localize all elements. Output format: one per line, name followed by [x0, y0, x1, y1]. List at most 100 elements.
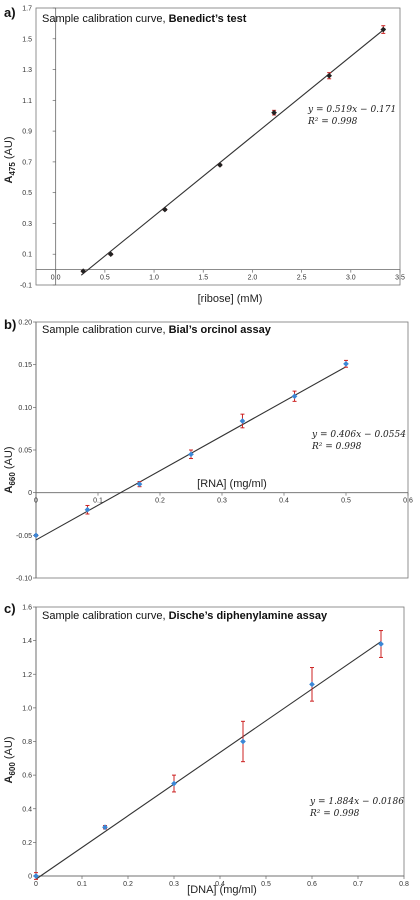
y-tick-label: 1.4 — [22, 638, 32, 645]
x-tick-label: 2.0 — [248, 275, 258, 282]
data-marker — [162, 206, 168, 213]
y-tick-label: 0.3 — [22, 221, 32, 228]
y-tick-label: 1.2 — [22, 672, 32, 679]
r-squared: R² = 0.998 — [307, 117, 358, 127]
y-tick-label: 1.1 — [22, 98, 32, 105]
data-point — [271, 109, 277, 116]
data-marker — [240, 738, 246, 745]
x-axis-label: [ribose] (mM) — [198, 293, 263, 305]
x-tick-label: 1.0 — [149, 275, 159, 282]
data-marker — [33, 532, 39, 539]
y-tick-label: 1.0 — [22, 705, 32, 712]
y-axis-label: A600 (AU) — [3, 737, 17, 784]
x-tick-label: 0.3 — [217, 498, 227, 505]
y-tick-label: 1.5 — [22, 36, 32, 43]
data-marker — [217, 162, 223, 168]
data-marker — [84, 506, 91, 513]
y-label-unit: (AU) — [3, 137, 15, 163]
chart-panel-3: 0 0.1 0.2 0.3 0.4 0.5 0.6 0.7 0.8 0 0.2 0.4 0.6 0.8 1.… — [3, 601, 409, 896]
data-marker — [80, 268, 87, 274]
y-label-sub: 475 — [8, 162, 17, 176]
title-bold: Bial’s orcinol assay — [169, 324, 272, 336]
title-prefix: Sample calibration curve, — [42, 13, 169, 25]
x-tick-label: 0.3 — [169, 881, 179, 888]
title-bold: Benedict’s test — [169, 13, 247, 25]
y-tick-label: -0.1 — [20, 283, 32, 290]
panel-label: a) — [4, 5, 16, 20]
y-tick-label: 0.10 — [18, 405, 32, 412]
data-point — [84, 504, 91, 515]
y-tick-label: 0.7 — [22, 159, 32, 166]
r-squared: R² = 0.998 — [309, 809, 360, 819]
plot-frame — [35, 7, 401, 286]
data-point — [80, 268, 87, 274]
data-marker — [309, 681, 315, 688]
fit-equation: y = 0.519x − 0.171 — [307, 105, 396, 115]
data-point — [217, 162, 223, 168]
data-point — [240, 720, 246, 763]
fit-equation: y = 0.406x − 0.0554 — [311, 430, 406, 440]
y-tick-label: 0.6 — [22, 773, 32, 780]
x-tick-label: 0.2 — [123, 881, 133, 888]
title-bold: Dische’s diphenylamine assay — [169, 610, 328, 622]
x-axis-label: [DNA] (mg/ml) — [187, 884, 257, 896]
x-axis-label: [RNA] (mg/ml) — [197, 478, 267, 490]
data-marker — [380, 26, 387, 33]
y-tick-label: 1.6 — [22, 605, 32, 612]
data-point — [102, 824, 108, 831]
x-tick-label: 0.5 — [341, 498, 351, 505]
x-tick-label: 3.0 — [346, 275, 356, 282]
data-marker — [378, 641, 384, 647]
x-tick-label: 0.4 — [215, 881, 225, 888]
chart-panel-2: 0 0.1 0.2 0.3 0.4 0.5 0.6 -0.10 -0.05 0 0.05 0.10 0.… — [3, 317, 413, 583]
data-point — [380, 25, 387, 34]
y-label-main: A — [3, 775, 15, 783]
r-squared: R² = 0.998 — [311, 442, 362, 452]
x-tick-label: 0.7 — [353, 881, 363, 888]
y-label-main: A — [3, 175, 15, 183]
title-prefix: Sample calibration curve, — [42, 324, 169, 336]
y-label-main: A — [3, 485, 15, 493]
data-marker — [343, 360, 349, 367]
x-tick-label: 0.5 — [100, 275, 110, 282]
x-tick-label: 0.0 — [51, 275, 61, 282]
panel-label: b) — [4, 317, 16, 332]
y-tick-label: 0.2 — [22, 840, 32, 847]
data-marker — [33, 873, 39, 879]
y-tick-label: 1.3 — [22, 67, 32, 74]
y-tick-label: 0.1 — [22, 252, 32, 259]
data-point — [188, 449, 194, 460]
data-point — [107, 251, 114, 258]
x-tick-label: 2.5 — [297, 275, 307, 282]
x-tick-label: 0.1 — [93, 498, 103, 505]
x-tick-label: 0 — [34, 881, 38, 888]
y-axis-label: A475 (AU) — [3, 137, 17, 184]
y-tick-label: 0.05 — [18, 448, 32, 455]
x-tick-label: 0.2 — [155, 498, 165, 505]
data-point — [33, 532, 39, 539]
y-tick-label: 0.9 — [22, 129, 32, 136]
data-point — [136, 481, 143, 488]
data-point — [162, 206, 168, 213]
data-point — [291, 390, 298, 402]
y-axis-label: A660 (AU) — [3, 447, 17, 494]
chart-title: Sample calibration curve, Dische’s diphe… — [42, 610, 328, 622]
y-label-unit: (AU) — [3, 447, 15, 473]
y-tick-label: 0 — [28, 490, 32, 497]
y-tick-label: -0.05 — [16, 533, 32, 540]
x-tick-label: 3.5 — [395, 275, 405, 282]
title-prefix: Sample calibration curve, — [42, 610, 169, 622]
x-tick-label: 1.5 — [198, 275, 208, 282]
x-tick-label: 0.8 — [399, 881, 409, 888]
data-point — [326, 72, 332, 80]
x-tick-label: 0.5 — [261, 881, 271, 888]
data-marker — [188, 451, 194, 458]
fit-line — [80, 27, 386, 276]
plot-frame — [35, 606, 405, 877]
y-tick-label: 0.5 — [22, 190, 32, 197]
y-label-sub: 660 — [8, 472, 17, 486]
data-marker — [326, 72, 332, 79]
x-tick-label: 0 — [34, 498, 38, 505]
fit-line — [35, 641, 382, 880]
